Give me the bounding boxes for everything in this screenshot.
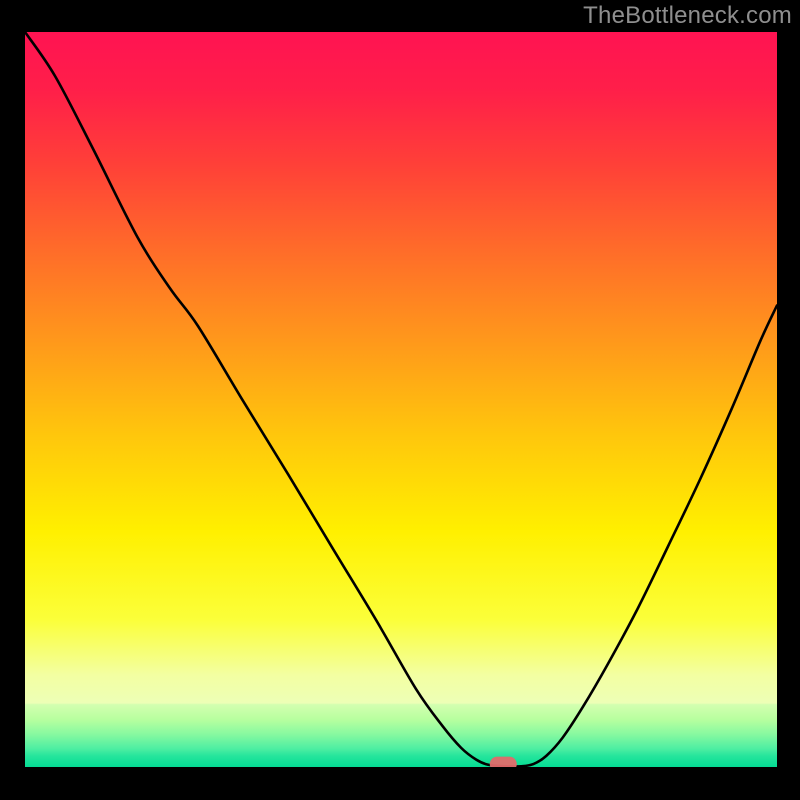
chart-frame: TheBottleneck.com: [0, 0, 800, 800]
plot-background: [25, 32, 777, 767]
plot-svg: [25, 32, 777, 767]
optimal-marker: [490, 757, 517, 767]
plot-area: [25, 32, 777, 767]
watermark-text: TheBottleneck.com: [583, 2, 792, 30]
